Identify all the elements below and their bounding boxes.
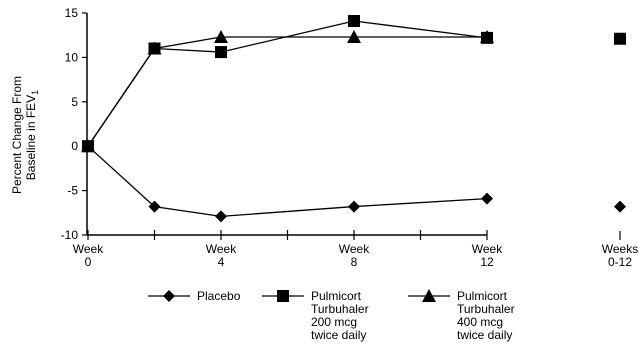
y-tick-label: 10	[65, 50, 79, 64]
legend-marker-triangle	[422, 289, 436, 302]
legend-label: Pulmicort	[311, 289, 362, 303]
x-tick-label: Week	[206, 242, 237, 256]
x-tick-label: Week	[73, 242, 104, 256]
legend-label: Placebo	[197, 289, 241, 303]
legend-label: 400 mcg	[457, 315, 503, 329]
series-0	[82, 140, 626, 223]
data-point-square	[348, 14, 360, 27]
x-tick-label: Week	[339, 242, 370, 256]
legend-marker-square	[277, 290, 289, 302]
x-tick-label: 8	[351, 255, 358, 269]
data-point-triangle	[81, 139, 95, 153]
series-group	[81, 14, 626, 223]
data-point-triangle	[147, 41, 162, 55]
y-tick-label: -5	[67, 184, 78, 198]
data-point-diamond	[481, 192, 493, 205]
y-axis-title: Percent Change From Baseline in FEV1	[4, 60, 48, 210]
data-point-triangle	[214, 29, 228, 43]
legend-item-0: Placebo	[148, 289, 241, 303]
y-axis-title-subscript: 1	[30, 89, 41, 95]
x-tick-label: 12	[480, 255, 494, 269]
series-2	[81, 29, 494, 153]
legend-label: 200 mcg	[311, 315, 357, 329]
y-axis-title-line-2: Baseline in FEV1	[23, 89, 41, 181]
legend-label: Pulmicort	[457, 289, 508, 303]
data-point-diamond	[148, 200, 161, 213]
series-line	[87, 20, 488, 147]
axes: 151050-5-10Week0Week4Week8Week12Weeks0-1…	[61, 6, 639, 269]
legend-label: Turbuhaler	[311, 302, 369, 316]
summary-tick-label: Weeks	[602, 242, 638, 256]
legend-label: Turbuhaler	[457, 302, 515, 316]
data-point-diamond	[215, 210, 227, 223]
data-point-triangle	[480, 29, 494, 43]
y-axis-title-line-1: Percent Change From	[9, 75, 24, 195]
x-tick-label: 0	[85, 255, 92, 269]
x-tick-label: 4	[218, 255, 225, 269]
y-tick-label: 0	[71, 139, 78, 153]
y-tick-label: 15	[65, 6, 79, 20]
legend-marker-diamond	[163, 290, 175, 302]
legend-label: twice daily	[311, 328, 366, 342]
y-tick-label: -10	[61, 228, 79, 242]
series-line	[87, 36, 487, 147]
summary-tick-label: 0-12	[608, 255, 632, 269]
legend-label: twice daily	[457, 328, 512, 342]
data-point-triangle	[347, 29, 361, 43]
series-line	[87, 145, 488, 218]
summary-point-square	[614, 32, 626, 45]
data-point-square	[215, 46, 227, 59]
summary-point-diamond	[614, 200, 626, 213]
data-point-diamond	[348, 200, 360, 213]
x-tick-label: Week	[472, 242, 503, 256]
y-tick-label: 5	[71, 95, 78, 109]
